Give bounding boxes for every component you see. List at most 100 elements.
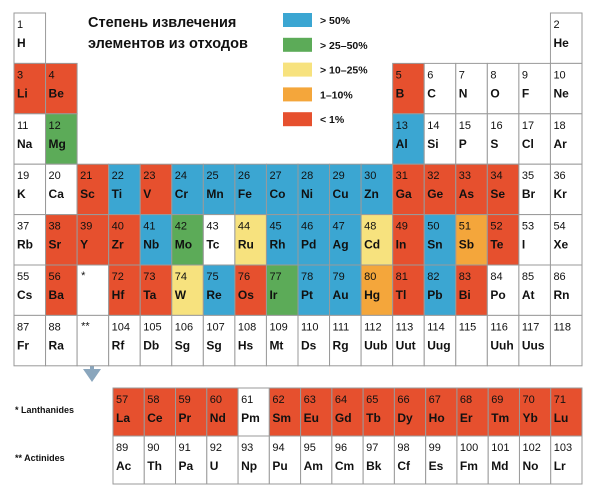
atomic-number: 65 [366, 394, 378, 406]
element-symbol: Lu [554, 411, 569, 425]
atomic-number: 49 [396, 221, 408, 233]
element-symbol: Th [147, 459, 162, 473]
element-symbol: Sm [272, 411, 291, 425]
atomic-number: 51 [459, 221, 471, 233]
element-cell [393, 435, 427, 485]
element-symbol: Kr [553, 187, 567, 201]
element-symbol: Ti [112, 187, 122, 201]
atomic-number: 9 [522, 69, 528, 81]
element-cell [329, 163, 362, 216]
element-cell [549, 62, 583, 115]
element-cell [360, 163, 394, 216]
element-symbol: Se [490, 187, 505, 201]
element-cell [486, 314, 520, 367]
atomic-number: 35 [522, 170, 534, 182]
element-symbol: S [490, 137, 498, 151]
element-symbol: Ho [429, 411, 445, 425]
element-symbol: Pr [179, 411, 192, 425]
atomic-number: 107 [206, 321, 224, 333]
element-cell [268, 435, 302, 485]
atomic-number: 82 [427, 271, 439, 283]
element-symbol: Cd [364, 238, 380, 252]
atomic-number: 91 [179, 442, 191, 454]
element-symbol: Md [491, 459, 508, 473]
element-symbol: Al [396, 137, 408, 151]
element-cell [549, 163, 583, 216]
atomic-number: 86 [553, 271, 565, 283]
element-symbol: Re [206, 288, 222, 302]
element-symbol: Tc [206, 238, 219, 252]
element-cell [550, 435, 583, 485]
element-symbol: Gd [335, 411, 352, 425]
element-cell [300, 435, 333, 485]
element-symbol: Sg [175, 338, 190, 352]
element-symbol: Eu [304, 411, 319, 425]
element-symbol: V [143, 187, 151, 201]
atomic-number: 68 [460, 394, 472, 406]
element-symbol: Ar [553, 137, 567, 151]
atomic-number: 23 [143, 170, 155, 182]
arrow-head [83, 369, 101, 382]
element-symbol: Uut [396, 338, 416, 352]
atomic-number: 71 [554, 394, 566, 406]
atomic-number: 96 [335, 442, 347, 454]
atomic-number: 3 [17, 69, 23, 81]
element-symbol: Sr [49, 238, 62, 252]
element-cell [423, 314, 457, 367]
atomic-number: 103 [554, 442, 572, 454]
element-symbol: Uug [427, 338, 450, 352]
atomic-number: 4 [49, 69, 55, 81]
atomic-number: 15 [459, 120, 471, 132]
element-symbol: I [522, 238, 525, 252]
element-cell [206, 435, 239, 485]
atomic-number: 77 [269, 271, 281, 283]
element-cell [549, 314, 583, 367]
element-cell [549, 12, 583, 64]
element-cell [139, 314, 173, 367]
element-symbol: Ni [301, 187, 313, 201]
element-symbol: Mn [206, 187, 223, 201]
element-cell [297, 314, 331, 367]
title-line: элементов из отходов [88, 36, 248, 52]
atomic-number: 59 [179, 394, 191, 406]
element-symbol: Er [460, 411, 473, 425]
atomic-number: 22 [112, 170, 124, 182]
atomic-number: 26 [238, 170, 250, 182]
element-symbol: Sc [80, 187, 95, 201]
atomic-number: 55 [17, 271, 29, 283]
atomic-number: 112 [364, 321, 382, 333]
element-symbol: Ru [238, 238, 254, 252]
element-symbol: Br [522, 187, 536, 201]
atomic-number: 50 [427, 221, 439, 233]
element-symbol: Fm [460, 459, 478, 473]
element-symbol: Cm [335, 459, 354, 473]
element-cell [45, 314, 78, 367]
series-label: ** Actinides [15, 453, 65, 463]
atomic-number: 32 [427, 170, 439, 182]
atomic-number: 78 [301, 271, 313, 283]
atomic-number: 76 [238, 271, 250, 283]
element-cell [13, 264, 47, 316]
atomic-number: 88 [49, 321, 61, 333]
atomic-number: 73 [143, 271, 155, 283]
element-symbol: Hs [238, 338, 254, 352]
element-cell [331, 387, 364, 437]
footnote-mark: ** [81, 320, 90, 332]
element-symbol: Bk [366, 459, 382, 473]
element-cell [234, 264, 267, 316]
atomic-number: 81 [396, 271, 408, 283]
atomic-number: 99 [429, 442, 441, 454]
element-symbol: K [17, 187, 26, 201]
atomic-number: 62 [272, 394, 284, 406]
atomic-number: 47 [333, 221, 345, 233]
atomic-number: 83 [459, 271, 471, 283]
atomic-number: 46 [301, 221, 313, 233]
atomic-number: 57 [116, 394, 128, 406]
atomic-number: 6 [427, 69, 433, 81]
legend-swatch [283, 13, 312, 27]
element-cell [300, 387, 333, 437]
element-symbol: Pu [272, 459, 287, 473]
element-symbol: Ba [49, 288, 65, 302]
atomic-number: 24 [175, 170, 187, 182]
element-symbol: Fr [17, 338, 29, 352]
